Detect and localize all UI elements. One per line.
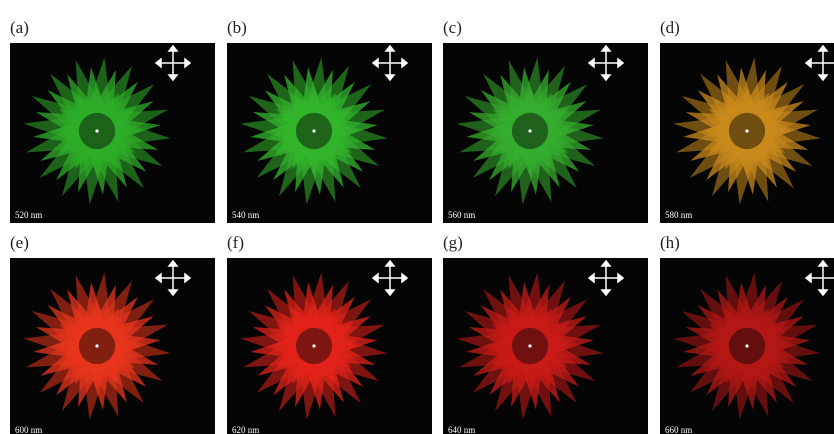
panel-label: (g) [443,233,463,252]
flower-center [312,129,315,132]
panel-label: (c) [443,18,462,37]
figure: (a) 520 nm (b) 540 nm (c) 560 nm (d) 580 nm (e) 6… [0,0,834,434]
panel-image: 580 nm [660,43,834,223]
flower-center [528,344,531,347]
panel-image: 560 nm [443,43,648,223]
wavelength-label: 580 nm [665,210,692,220]
flower-center [745,344,748,347]
flower-center [95,344,98,347]
panel-image: 620 nm [227,258,432,434]
wavelength-label: 560 nm [448,210,475,220]
panel-label: (f) [227,233,244,252]
wavelength-label: 600 nm [15,425,42,434]
panel-label: (a) [10,18,29,37]
flower-center [312,344,315,347]
panel-image: 660 nm [660,258,834,434]
panel-image: 640 nm [443,258,648,434]
figure-canvas: (a) 520 nm (b) 540 nm (c) 560 nm (d) 580 nm (e) 6… [0,0,834,434]
wavelength-label: 660 nm [665,425,692,434]
wavelength-label: 620 nm [232,425,259,434]
wavelength-label: 520 nm [15,210,42,220]
panel-label: (h) [660,233,680,252]
panel-image: 520 nm [10,43,215,223]
flower-center [95,129,98,132]
flower-center [528,129,531,132]
flower-center [745,129,748,132]
panel-label: (e) [10,233,29,252]
wavelength-label: 640 nm [448,425,475,434]
panel-image: 600 nm [10,258,215,434]
panel-label: (b) [227,18,247,37]
wavelength-label: 540 nm [232,210,259,220]
panel-image: 540 nm [227,43,432,223]
panel-label: (d) [660,18,680,37]
